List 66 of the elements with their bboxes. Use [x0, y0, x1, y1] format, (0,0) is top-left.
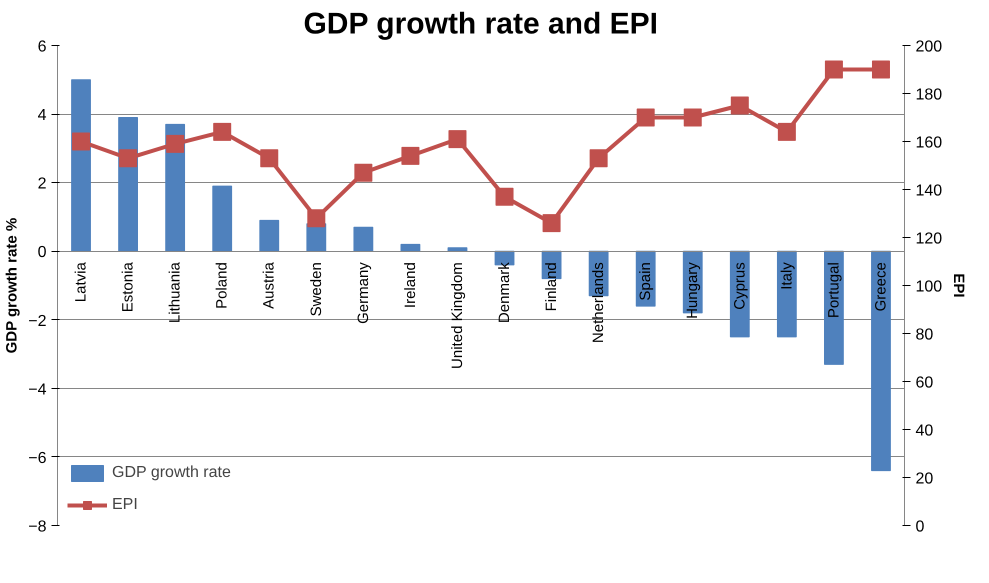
y-tick-label: 0 [38, 244, 47, 262]
x-tick-label: Denmark [496, 262, 514, 324]
y2-tick-label: 140 [916, 182, 942, 200]
bar [400, 244, 420, 252]
y2-tick-label: 0 [916, 518, 924, 536]
x-tick-label: Cyprus [731, 262, 748, 310]
x-tick-label: Netherlands [590, 262, 608, 344]
bar [259, 220, 280, 252]
point [72, 132, 90, 150]
y2-tick-label: 80 [916, 326, 934, 344]
x-tick-label: Italy [778, 262, 796, 290]
y-tick-label: −4 [28, 381, 47, 398]
y2-axis-title: EPI [950, 273, 968, 298]
y-tick-label: −2 [28, 312, 47, 330]
y2-tick-label: 200 [916, 38, 942, 56]
point [590, 149, 608, 168]
x-tick-label: Lithuania [166, 262, 184, 324]
y-tick-label: 6 [38, 38, 47, 56]
x-tick-label: Greece [872, 262, 890, 312]
point [824, 60, 843, 78]
point [542, 214, 561, 232]
legend-label: GDP growth rate [112, 464, 231, 482]
x-tick-label: Hungary [684, 262, 702, 319]
y2-tick-label: 180 [916, 86, 942, 104]
x-tick-label: Sweden [308, 262, 325, 316]
point [354, 164, 372, 182]
point [636, 108, 655, 126]
point [401, 146, 420, 165]
bar [776, 250, 797, 338]
y-tick-label: 4 [38, 107, 47, 124]
x-tick-label: Latvia [72, 262, 90, 302]
bar [353, 226, 374, 252]
x-tick-label: Ireland [402, 262, 419, 308]
y-tick-label: 2 [38, 176, 47, 193]
x-tick-label: Poland [214, 262, 231, 309]
point [448, 130, 466, 148]
point [730, 96, 749, 114]
y2-tick-label: 160 [916, 134, 942, 152]
y-axis-title: GDP growth rate % [3, 218, 20, 354]
point [119, 149, 138, 168]
y-tick-label: −6 [28, 450, 47, 467]
bar [871, 250, 891, 472]
y2-tick-label: 40 [916, 422, 934, 440]
y-tick-label: −8 [28, 518, 47, 536]
y2-tick-label: 60 [916, 374, 934, 392]
y2-tick-label: 120 [916, 230, 942, 248]
x-tick-label: Spain [637, 262, 654, 301]
point [778, 122, 796, 141]
x-tick-label: United Kingdom [448, 262, 466, 369]
y2-tick-label: 100 [916, 278, 942, 296]
x-tick-label: Estonia [120, 262, 137, 312]
point [166, 134, 184, 153]
point [260, 149, 278, 168]
y2-tick-label: 20 [916, 470, 934, 488]
x-tick-label: Austria [260, 262, 278, 309]
x-tick-label: Portugal [825, 262, 842, 318]
point [213, 122, 232, 141]
point [307, 209, 326, 228]
x-tick-label: Germany [354, 262, 372, 324]
x-tick-label: Finland [543, 262, 560, 312]
legend-label: EPI [112, 496, 138, 514]
chart-title: GDP growth rate and EPI [303, 8, 658, 40]
point [496, 188, 514, 206]
bar [212, 186, 232, 252]
point [872, 60, 890, 78]
point [684, 108, 702, 126]
